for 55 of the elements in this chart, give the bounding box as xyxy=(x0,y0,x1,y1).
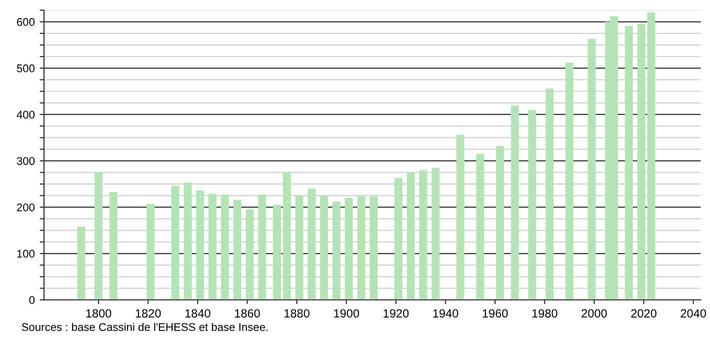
y-tick-label: 200 xyxy=(17,203,35,212)
source-note: Sources : base Cassini de l'EHESS et base Insee. xyxy=(22,322,268,332)
x-tick-label: 1940 xyxy=(433,309,458,318)
x-tick-label: 2000 xyxy=(582,309,607,318)
bar xyxy=(624,26,633,300)
bar xyxy=(357,196,366,300)
bar xyxy=(308,188,316,300)
x-tick-label: 2020 xyxy=(631,309,656,318)
bar xyxy=(208,194,217,300)
bar xyxy=(432,168,440,300)
bar xyxy=(394,178,402,300)
bar xyxy=(233,200,242,300)
bar xyxy=(496,146,504,300)
bar xyxy=(109,192,118,300)
x-tick-label: 1840 xyxy=(185,309,210,318)
x-tick-label: 1920 xyxy=(384,309,409,318)
bar xyxy=(171,186,180,300)
x-tick-label: 1800 xyxy=(86,309,112,318)
bar xyxy=(476,154,484,300)
x-tick-label: 1980 xyxy=(532,309,558,318)
bar xyxy=(528,110,536,300)
bar xyxy=(246,210,254,300)
bar xyxy=(588,38,596,300)
bar xyxy=(332,202,340,300)
bar xyxy=(146,204,155,300)
y-tick-label: 400 xyxy=(16,110,35,119)
y-tick-label: 500 xyxy=(16,64,35,72)
x-tick-label: 1900 xyxy=(334,309,360,318)
y-tick-label: 600 xyxy=(17,18,35,26)
y-tick-label: 0 xyxy=(29,296,35,304)
bar xyxy=(456,134,464,300)
bar xyxy=(419,170,428,300)
bar xyxy=(546,88,554,300)
bar xyxy=(258,194,266,300)
y-tick-label: 100 xyxy=(17,250,35,258)
bar xyxy=(196,190,204,300)
bar xyxy=(510,106,519,300)
bar xyxy=(94,172,103,300)
bar xyxy=(370,196,378,300)
x-tick-label: 1860 xyxy=(235,309,260,318)
y-tick-label: 300 xyxy=(16,157,35,165)
bar xyxy=(295,196,304,300)
bar xyxy=(184,182,192,300)
bar xyxy=(320,196,328,300)
x-tick-label: 2040 xyxy=(680,309,706,318)
bar xyxy=(406,172,415,300)
bar xyxy=(344,198,353,300)
bar xyxy=(220,194,229,300)
x-tick-label: 1820 xyxy=(136,309,161,318)
x-tick-label: 1960 xyxy=(482,309,508,318)
bar xyxy=(565,62,574,300)
bar xyxy=(77,226,86,300)
bar xyxy=(282,172,291,300)
bar xyxy=(273,204,281,300)
x-tick-label: 1880 xyxy=(284,309,310,318)
